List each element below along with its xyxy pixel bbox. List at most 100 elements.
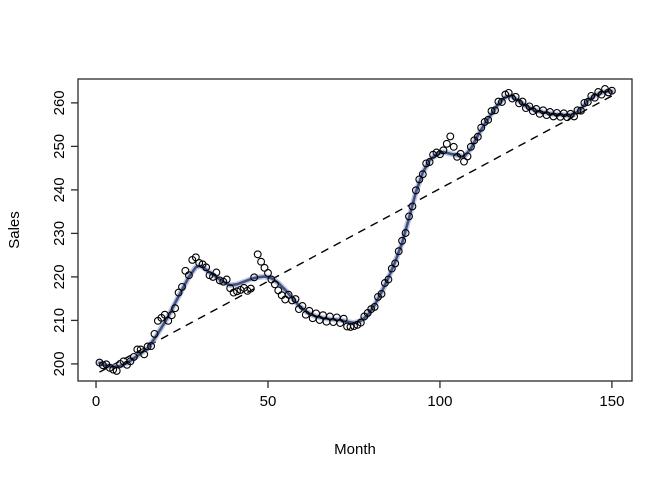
data-point [504,88,513,97]
data-point [291,295,300,304]
x-tick-label: 100 [427,393,452,410]
data-point [466,142,475,151]
y-axis-label: Sales [6,211,23,249]
data-point [171,304,180,313]
data-point [377,289,386,298]
data-point [391,259,400,268]
data-point [112,366,121,375]
y-tick-label: 210 [51,308,68,333]
data-point [370,302,379,311]
data-point [298,302,307,310]
data-point [212,268,221,277]
y-tick-label: 250 [51,134,68,159]
data-point [257,257,266,266]
data-point [181,266,190,275]
data-point [442,139,451,148]
data-point [491,106,499,115]
data-point [178,282,186,291]
data-point [463,152,472,161]
data-point [456,149,465,158]
data-point [580,98,589,107]
data-point [246,284,255,293]
data-point [277,291,286,300]
data-point [222,275,231,284]
data-point [98,361,107,370]
data-point [518,97,527,106]
data-point [405,212,413,221]
data-point [339,314,348,323]
data-point [229,288,238,297]
data-point [253,250,262,259]
data-point [191,253,200,262]
data-point [233,287,241,296]
data-point [129,352,138,361]
data-point [384,275,393,284]
data-point [573,106,582,115]
y-tick-label: 220 [51,264,68,289]
data-points [95,85,616,375]
x-axis-label: Month [334,441,376,458]
data-point [281,295,290,304]
x-axis: 0 50 100 150 [92,381,624,410]
x-tick-label: 0 [92,393,100,410]
smooth-line-halo [96,88,615,370]
data-point [184,271,193,280]
x-tick-label: 50 [260,393,277,410]
data-point [408,202,417,211]
data-point [418,170,427,179]
data-point [607,86,616,95]
data-point [398,236,407,245]
data-point [109,365,118,374]
data-point [150,329,159,338]
data-point [288,296,297,305]
y-tick-label: 230 [51,221,68,246]
data-point [164,316,173,325]
linear-trend-line [99,95,613,373]
data-point [473,132,482,141]
data-point [140,350,149,359]
data-point [147,342,156,351]
data-point [583,98,592,106]
data-point [425,158,434,166]
y-axis: 200 210 220 230 240 250 260 [51,90,78,376]
data-point [167,311,176,320]
data-point [487,107,496,116]
data-point [484,115,493,124]
data-point [346,322,355,331]
trend-dashed-line [99,95,613,373]
data-point [305,306,314,315]
data-point [394,247,403,256]
data-point [264,269,272,277]
data-point [174,288,183,297]
data-point [494,97,503,106]
data-point [446,132,455,141]
data-point [250,273,259,282]
data-point [133,345,142,354]
data-point [570,112,579,121]
smooth-fit-line [96,88,615,370]
data-point [195,259,204,267]
data-point [270,280,279,289]
data-point [449,142,458,151]
data-point [590,93,599,102]
y-tick-label: 240 [51,177,68,202]
data-point [497,98,506,106]
data-point [439,146,448,155]
data-point [401,229,410,237]
data-point [511,92,520,101]
data-point [577,106,585,115]
data-point [143,342,152,351]
data-point [477,123,486,132]
smooth-line-core [98,89,614,369]
plot-box [77,78,633,382]
data-point [597,90,606,99]
data-point [356,318,365,327]
data-point [274,286,283,295]
x-tick-label: 150 [599,393,624,410]
data-point [350,322,358,331]
data-point [411,186,420,195]
data-point [202,263,211,272]
y-tick-label: 260 [51,90,68,115]
